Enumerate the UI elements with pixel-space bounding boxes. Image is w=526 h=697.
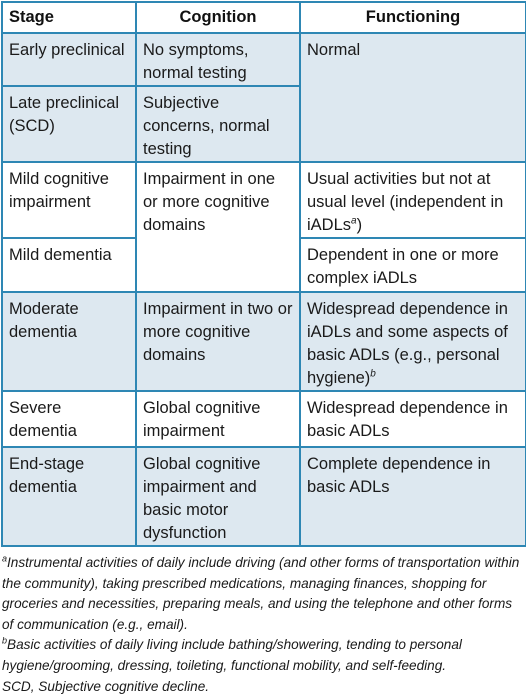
footnote-marker-b: b <box>370 368 376 380</box>
cognition-cell: No symptoms, normal testing <box>135 32 301 87</box>
functioning-cell: Dependent in one or more complex iADLs <box>299 237 526 293</box>
functioning-cell: Usual activities but not at usual level … <box>299 161 526 239</box>
footnote-scd: SCD, Subjective cognitive decline. <box>2 678 210 694</box>
footnote-a: aInstrumental activities of daily includ… <box>2 553 522 635</box>
cognition-cell: Global cognitive impairment <box>135 390 301 448</box>
functioning-cell: Complete dependence in basic ADLs <box>299 446 526 547</box>
dementia-stages-table: Stage Cognition Functioning Early precli… <box>1 1 526 547</box>
footnotes: aInstrumental activities of daily includ… <box>2 553 522 697</box>
table-header-row: Stage Cognition Functioning <box>1 1 526 34</box>
cognition-cell: Impairment in one or more cognitive doma… <box>135 161 301 293</box>
stage-cell: Mild dementia <box>1 237 137 293</box>
header-stage: Stage <box>1 1 137 34</box>
table-row: Early preclinical No symptoms, normal te… <box>1 32 526 163</box>
stage-cell: Moderate dementia <box>1 291 137 392</box>
header-cognition: Cognition <box>135 1 301 34</box>
functioning-cell: Widespread dependence in iADLs and some … <box>299 291 526 392</box>
table-row: Mild dementia Dependent in one or more c… <box>1 237 526 293</box>
table-row: End-stage dementia Global cognitive impa… <box>1 446 526 547</box>
cognition-cell: Global cognitive impairment and basic mo… <box>135 446 301 547</box>
table-row: Moderate dementia Impairment in two or m… <box>1 291 526 392</box>
table-row: Late preclinical (SCD) Subjective concer… <box>1 85 526 163</box>
footnote-marker-a: a <box>351 215 357 227</box>
table-row: Mild cognitive impairment Impairment in … <box>1 161 526 293</box>
stage-cell: Early preclinical <box>1 32 137 87</box>
footnote-a-marker: a <box>2 553 8 564</box>
footnote-b: bBasic activities of daily living includ… <box>2 635 522 676</box>
stage-cell: Mild cognitive impairment <box>1 161 137 239</box>
footnote-a-text: Instrumental activities of daily include… <box>2 555 520 632</box>
functioning-cell: Widespread dependence in basic ADLs <box>299 390 526 448</box>
header-functioning: Functioning <box>299 1 526 34</box>
table-row: Severe dementia Global cognitive impairm… <box>1 390 526 448</box>
cognition-cell: Subjective concerns, normal testing <box>135 85 301 163</box>
stage-cell: Severe dementia <box>1 390 137 448</box>
footnote-b-marker: b <box>2 635 8 646</box>
footnote-b-text: Basic activities of daily living include… <box>2 637 462 673</box>
stage-cell: End-stage dementia <box>1 446 137 547</box>
stage-cell: Late preclinical (SCD) <box>1 85 137 163</box>
functioning-text: Widespread dependence in iADLs and some … <box>307 300 508 387</box>
functioning-text: Usual activities but not at usual level … <box>307 170 504 234</box>
cognition-cell: Impairment in two or more cognitive doma… <box>135 291 301 392</box>
functioning-tail: ) <box>356 216 363 234</box>
functioning-cell: Normal <box>299 32 526 163</box>
